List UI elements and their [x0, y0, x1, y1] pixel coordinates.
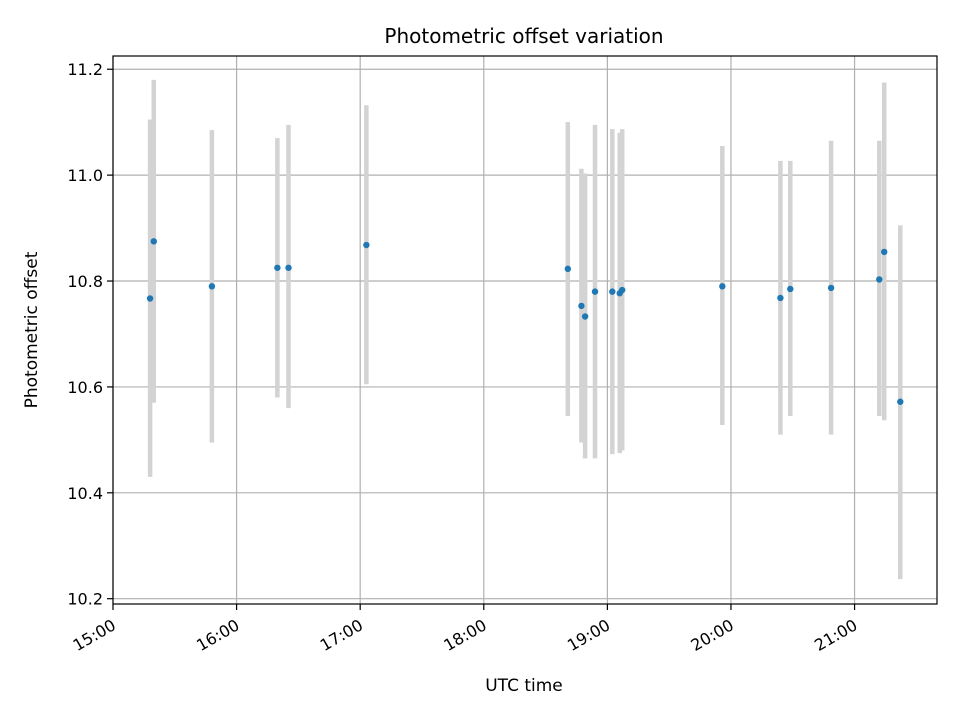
x-axis-label: UTC time — [485, 676, 563, 696]
y-tick-label: 11.2 — [67, 60, 103, 79]
y-tick-label: 11.0 — [67, 166, 103, 185]
data-point — [881, 248, 888, 256]
y-tick-label: 10.8 — [67, 272, 103, 291]
grid-lines — [112, 56, 937, 604]
data-point — [581, 313, 589, 320]
data-point — [363, 241, 370, 249]
plot-frame — [112, 55, 938, 605]
y-axis-label: Photometric offset — [22, 251, 42, 408]
data-point — [609, 288, 616, 295]
y-tick-label: 10.4 — [67, 484, 103, 503]
data-point — [897, 398, 904, 405]
data-point — [564, 265, 572, 273]
data-point — [827, 284, 835, 292]
y-tick-label: 10.2 — [67, 590, 103, 609]
y-tick-label: 10.6 — [67, 378, 103, 397]
data-point — [208, 283, 216, 290]
data-point — [787, 285, 794, 293]
y-axis-ticks: 10.2 10.4 10.6 10.8 11.0 11.2 — [67, 60, 113, 609]
data-point — [150, 238, 157, 245]
data-point — [876, 276, 883, 283]
data-points — [146, 238, 904, 405]
data-point — [274, 264, 281, 271]
data-point — [777, 294, 784, 302]
data-point — [285, 264, 292, 271]
data-point — [619, 286, 626, 294]
data-point — [719, 283, 726, 290]
data-point — [578, 302, 585, 310]
chart-title: Photometric offset variation — [384, 24, 663, 48]
data-point — [591, 288, 599, 295]
data-point — [146, 295, 154, 302]
